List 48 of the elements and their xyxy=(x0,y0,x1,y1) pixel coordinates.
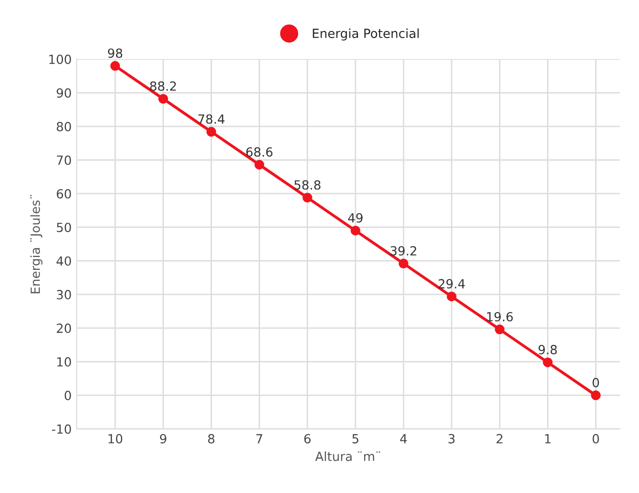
data-label: 39.2 xyxy=(390,246,416,256)
point xyxy=(446,292,456,302)
y-tick-label: 0 xyxy=(64,390,71,400)
data-label: 9.8 xyxy=(538,344,557,354)
point xyxy=(542,357,553,368)
point xyxy=(398,258,408,268)
data-label: 68.6 xyxy=(246,147,272,157)
y-tick-label: 80 xyxy=(56,122,71,132)
y-tick-label: 70 xyxy=(56,155,71,165)
y-axis-title: Energia ¨Joules¨ xyxy=(30,194,42,294)
y-tick-label: 60 xyxy=(56,189,71,199)
data-label: 19.6 xyxy=(487,312,513,322)
x-tick-label: 5 xyxy=(352,434,358,444)
point xyxy=(590,390,601,400)
y-tick-label: 90 xyxy=(56,88,71,98)
x-tick-label: 4 xyxy=(400,434,407,444)
y-tick-label: 20 xyxy=(56,324,71,333)
legend-label: Energia Potencial xyxy=(312,28,419,41)
point xyxy=(494,324,505,334)
x-axis-title: Altura ¨m¨ xyxy=(315,451,380,462)
x-tick-label: 9 xyxy=(160,434,166,444)
x-tick-label: 3 xyxy=(448,434,455,444)
data-label: 98 xyxy=(108,48,122,58)
y-tick-label: 100 xyxy=(49,54,71,64)
data-label: 78.4 xyxy=(198,114,224,124)
y-tick-label: 10 xyxy=(57,357,71,367)
point xyxy=(206,126,216,137)
data-label: 49 xyxy=(348,213,363,223)
x-tick-label: 0 xyxy=(592,434,599,444)
point xyxy=(350,226,360,236)
data-label: 29.4 xyxy=(438,279,465,288)
y-tick-label: 30 xyxy=(56,290,71,300)
y-tick-label: -10 xyxy=(52,424,71,434)
x-tick-label: 8 xyxy=(208,434,214,444)
x-tick-label: 1 xyxy=(545,434,551,444)
point xyxy=(302,192,312,203)
point xyxy=(254,160,264,170)
x-tick-label: 7 xyxy=(256,434,262,444)
x-tick-label: 2 xyxy=(496,434,502,444)
x-tick-label: 10 xyxy=(108,434,122,444)
data-label: 88.2 xyxy=(150,81,176,91)
data-label: 58.8 xyxy=(294,180,320,190)
y-tick-label: 50 xyxy=(56,222,71,232)
point xyxy=(110,61,120,71)
point xyxy=(158,94,168,104)
y-tick-label: 40 xyxy=(56,256,71,266)
x-tick-label: 6 xyxy=(304,434,311,444)
data-label: 0 xyxy=(592,378,599,388)
